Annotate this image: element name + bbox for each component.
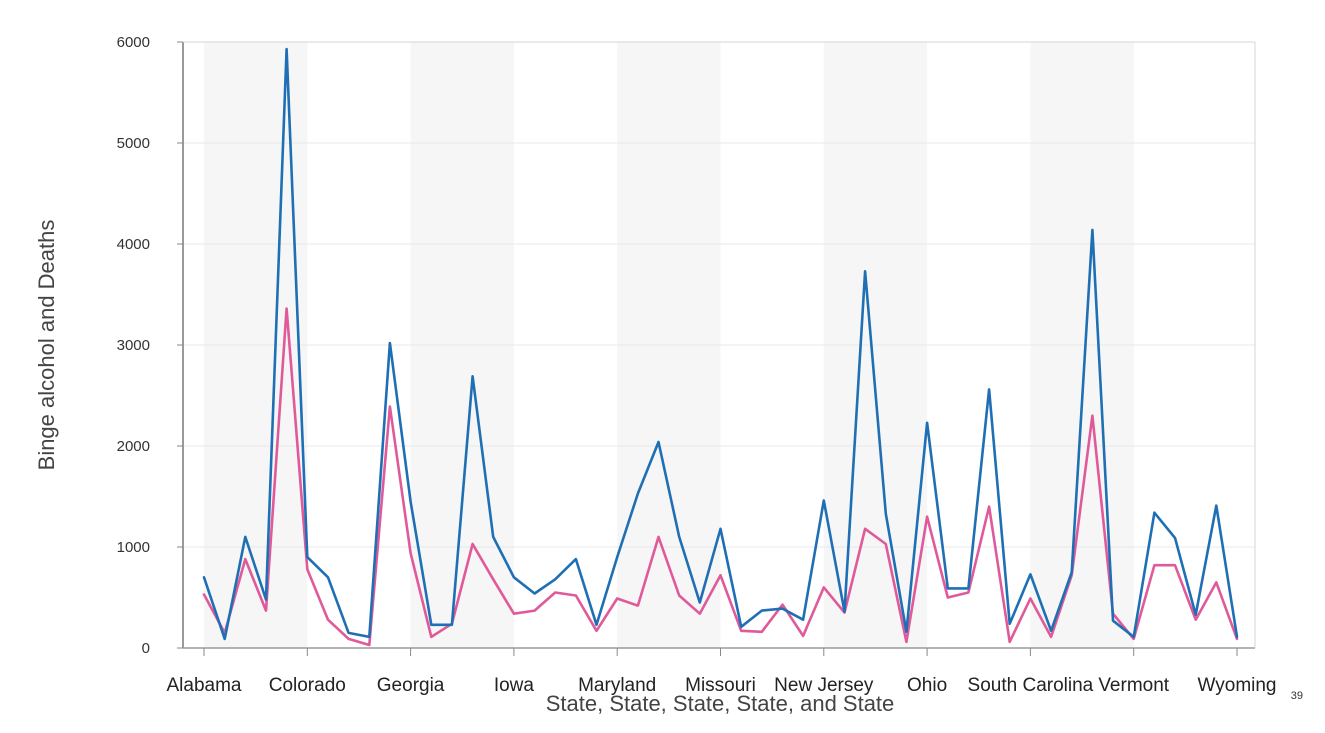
x-tick-label: Colorado (269, 675, 346, 696)
y-tick-label: 1000 (117, 539, 150, 556)
series-lines (202, 47, 1239, 647)
x-tick-label: Maryland (578, 675, 656, 696)
x-tick-label: Ohio (907, 675, 947, 696)
x-axis-ticks: Alabama Colorado Georgia Iowa Maryland Missou… (167, 648, 1277, 696)
y-axis-title: Binge alcohol and Deaths (34, 220, 59, 471)
x-tick-label: Wyoming (1197, 675, 1276, 696)
x-tick-label: South Carolina (968, 675, 1094, 696)
x-tick-label: Vermont (1098, 675, 1169, 696)
y-tick-label: 4000 (117, 236, 150, 253)
series-line-1 (202, 47, 1239, 641)
x-tick-label: New Jersey (774, 675, 874, 696)
y-axis-ticks: 0 1000 2000 3000 4000 5000 6000 (117, 34, 183, 657)
x-tick-label: Alabama (167, 675, 242, 696)
series-line-2 (202, 307, 1239, 647)
x-tick-label: Georgia (377, 675, 445, 696)
y-tick-label: 3000 (117, 337, 150, 354)
y-tick-label: 2000 (117, 438, 150, 455)
y-tick-label: 6000 (117, 34, 150, 51)
page-number: 39 (1290, 690, 1303, 702)
x-axis-title: State, State, State, State, and State (546, 691, 895, 716)
y-tick-label: 0 (142, 640, 150, 657)
x-tick-label: Missouri (685, 675, 756, 696)
y-tick-label: 5000 (117, 135, 150, 152)
x-tick-label: Iowa (494, 675, 535, 696)
